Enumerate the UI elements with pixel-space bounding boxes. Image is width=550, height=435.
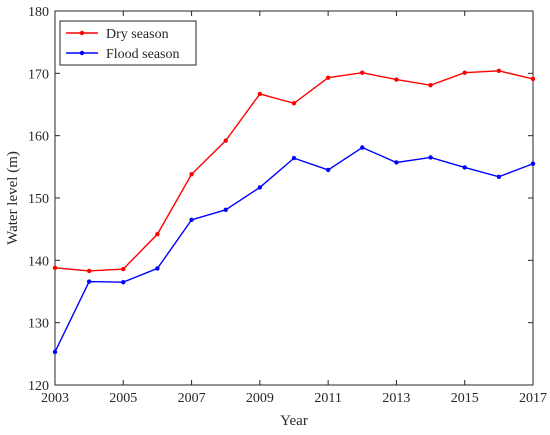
- x-tick-label: 2015: [451, 391, 479, 406]
- data-point: [325, 75, 331, 80]
- legend-box: [59, 20, 197, 66]
- data-point: [121, 279, 126, 285]
- data-point: [52, 349, 58, 355]
- data-point: [394, 77, 399, 82]
- data-point: [86, 268, 92, 274]
- y-tick-label: 160: [28, 130, 49, 145]
- data-point: [189, 217, 194, 223]
- x-axis-label: Year: [280, 413, 308, 429]
- axes-frame: [54, 10, 534, 386]
- data-point: [223, 207, 228, 213]
- legend: Dry season Flood season: [59, 20, 197, 66]
- data-point: [360, 145, 365, 150]
- series-layer: [52, 68, 536, 355]
- data-point: [86, 279, 92, 284]
- plot-area-border: [54, 10, 534, 386]
- data-point: [121, 266, 126, 272]
- data-point: [462, 70, 467, 75]
- data-point: [291, 101, 297, 106]
- legend-label: Flood season: [106, 47, 180, 62]
- y-tick-label: 140: [28, 254, 49, 269]
- legend-swatch-marker: [79, 50, 85, 56]
- data-point: [530, 76, 536, 82]
- data-point: [325, 167, 331, 173]
- x-tick-label: 2007: [178, 391, 206, 406]
- series-line-2: [54, 146, 534, 353]
- data-point: [360, 70, 365, 75]
- x-tick-label: 2003: [41, 391, 69, 406]
- y-tick-label: 120: [28, 379, 49, 394]
- data-point: [52, 265, 58, 271]
- x-tick-label: 2013: [382, 391, 410, 406]
- y-tick-label: 180: [28, 5, 49, 20]
- data-point: [496, 174, 502, 180]
- data-point: [223, 138, 228, 143]
- y-tick-label: 170: [28, 67, 49, 82]
- x-tick-label: 2017: [519, 391, 547, 406]
- data-point: [428, 82, 433, 88]
- x-tick-label: 2005: [109, 391, 137, 406]
- legend-label: Dry season: [106, 27, 169, 42]
- y-tick-label: 130: [28, 317, 49, 332]
- data-point: [530, 161, 536, 166]
- data-point: [291, 155, 297, 161]
- data-point: [257, 185, 263, 190]
- x-tick-label: 2011: [314, 391, 341, 406]
- data-point: [155, 266, 160, 271]
- data-point: [189, 172, 194, 177]
- data-point: [462, 165, 467, 170]
- y-tick-label: 150: [28, 192, 49, 207]
- data-point: [394, 160, 399, 165]
- data-point: [428, 155, 433, 160]
- data-point: [496, 68, 502, 74]
- x-tick-label: 2009: [246, 391, 274, 406]
- data-point: [155, 231, 160, 237]
- series-line-1: [54, 70, 534, 272]
- y-axis-label: Water level (m): [5, 151, 21, 245]
- y-axis-ticks: 120 130 140 150 160 170 180: [28, 5, 533, 394]
- legend-swatch-marker: [79, 30, 85, 36]
- data-point: [257, 91, 263, 97]
- x-axis-ticks: 2003 2005 2007 2009 2011 2013 2015 2017: [41, 11, 547, 406]
